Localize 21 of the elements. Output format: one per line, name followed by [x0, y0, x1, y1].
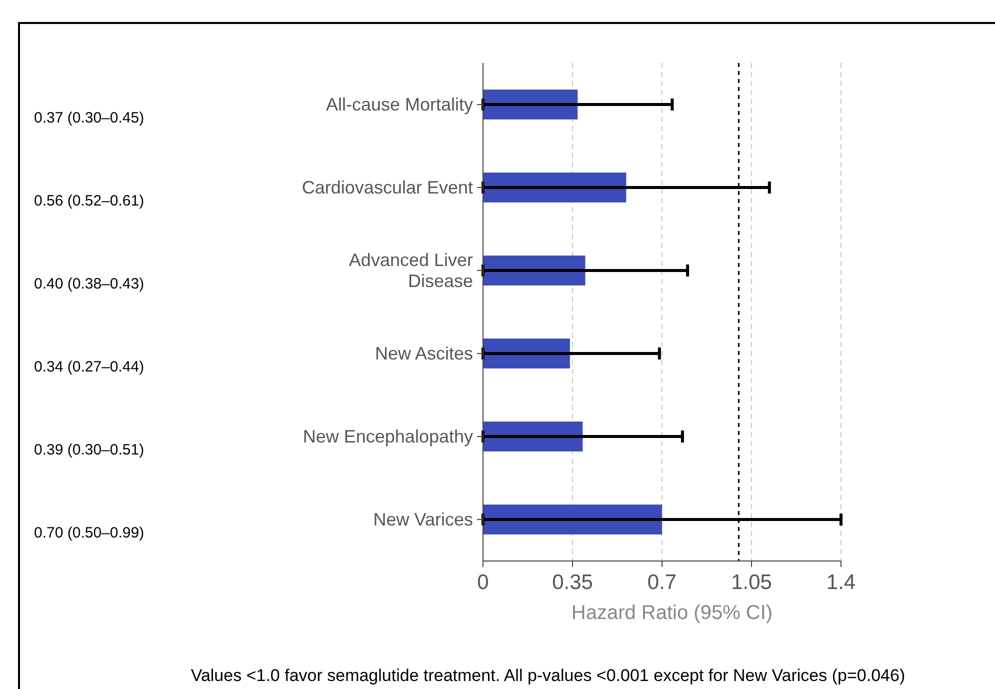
- x-tick-label: 0.7: [647, 571, 677, 594]
- bar: [483, 172, 626, 202]
- text: 0.37 (0.30–0.45): [34, 110, 144, 126]
- text: 0.40 (0.38–0.43): [34, 276, 144, 292]
- y-tick-label: All-cause Mortality: [326, 94, 473, 114]
- y-tick-label: Cardiovascular Event: [302, 178, 473, 198]
- y-tick-label: New Encephalopathy: [302, 426, 473, 446]
- y-tick-label: Advanced Liver Disease: [348, 250, 474, 291]
- x-axis-title: Hazard Ratio (95% CI): [571, 602, 773, 624]
- text: 0.70 (0.50–0.99): [34, 524, 144, 542]
- text: 0.39 (0.30–0.51): [34, 442, 144, 458]
- y-tick-label: New Varices: [373, 510, 473, 530]
- x-tick-label: 1.05: [731, 571, 772, 594]
- x-tick-label: 1.4: [826, 571, 856, 594]
- y-tick-label: New Ascites: [374, 344, 473, 364]
- text: 0.34 (0.27–0.44): [34, 358, 144, 376]
- text: Values <1.0 favor semaglutide treatment. All p-values <0.001 except for New Varices (p=0.046): [190, 666, 906, 685]
- text: 0.56 (0.52–0.61): [34, 192, 144, 210]
- x-tick-label: 0.35: [552, 571, 593, 594]
- x-tick-label: 0: [477, 571, 489, 594]
- bar: [483, 504, 662, 534]
